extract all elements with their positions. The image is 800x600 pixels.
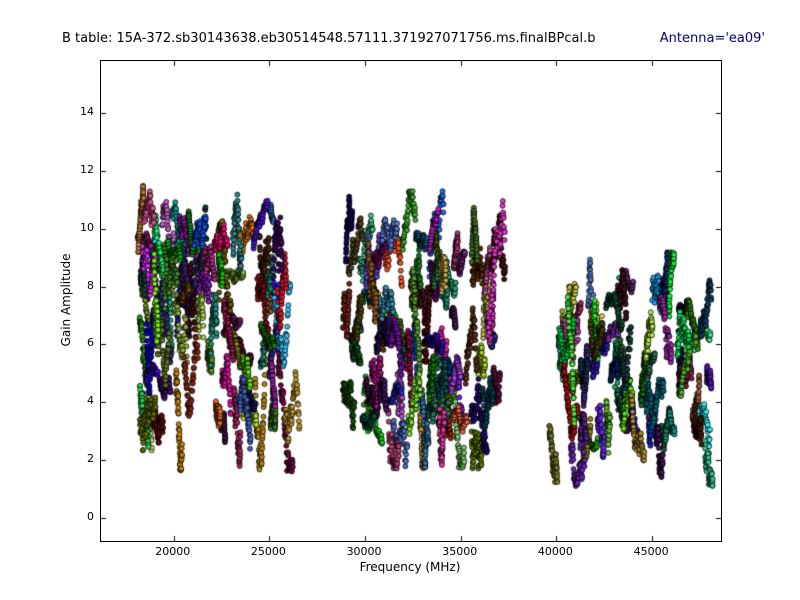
y-tick-label: 8 [87,278,94,292]
plot-canvas [101,61,721,541]
plot-area [100,60,722,542]
y-tick-label: 6 [87,336,94,350]
x-tick-label: 35000 [442,545,478,558]
y-tick-label: 4 [87,394,94,408]
x-tick-label: 20000 [155,545,191,558]
chart-title-row: B table: 15A-372.sb30143638.eb30514548.5… [62,31,765,46]
antenna-label: Antenna='ea09' [659,31,765,46]
x-tick-label: 45000 [633,545,669,558]
y-tick-label: 0 [87,509,94,523]
x-tick-label: 25000 [250,545,286,558]
y-axis-label: Gain Amplitude [59,253,73,347]
x-tick-label: 40000 [537,545,573,558]
x-tick-label: 30000 [346,545,382,558]
y-tick-label: 12 [80,162,94,176]
y-tick-label: 10 [80,220,94,234]
y-tick-label: 2 [87,452,94,466]
chart-title: B table: 15A-372.sb30143638.eb30514548.5… [62,31,596,46]
y-tick-label: 14 [80,105,94,119]
x-axis-label: Frequency (MHz) [359,560,461,574]
